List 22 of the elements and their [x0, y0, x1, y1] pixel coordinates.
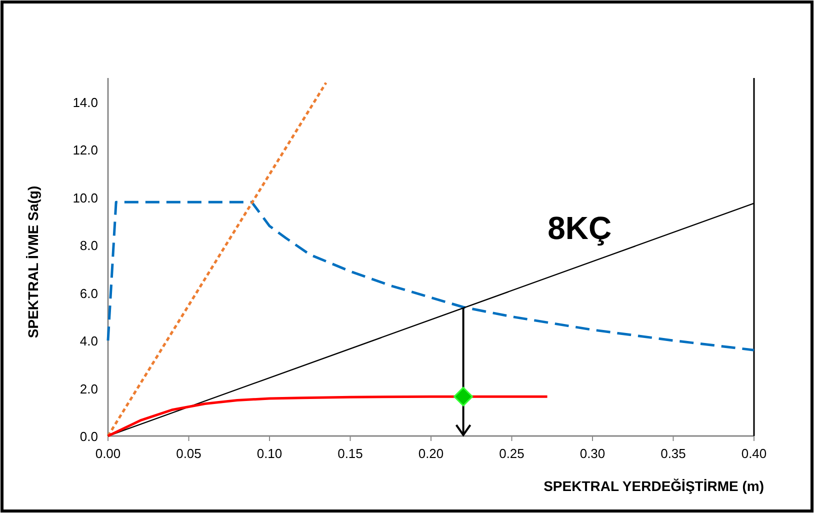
y-axis-title: SPEKTRAL İVME Sa(g): [25, 186, 41, 338]
y-tick-label: 10.0: [72, 190, 98, 206]
y-tick-label: 2.0: [80, 381, 98, 396]
line-series: [106, 200, 756, 352]
y-tick-label: 4.0: [80, 334, 98, 349]
y-tick-label: 8.0: [80, 238, 98, 254]
y-tick-label: 14.0: [72, 94, 98, 110]
x-tick-label: 0.40: [741, 446, 767, 461]
annotation: 8KÇ: [548, 210, 612, 246]
x-tick-label: 0.25: [499, 446, 524, 461]
x-tick-label: 0.00: [95, 446, 121, 461]
y-tick-label: 0.0: [80, 429, 98, 444]
x-tick-label: 0.35: [660, 446, 686, 461]
x-tick-label: 0.15: [338, 446, 363, 461]
x-tick-label: 0.05: [176, 446, 202, 461]
x-tick-label: 0.10: [256, 446, 282, 461]
x-tick-label: 0.20: [418, 446, 444, 461]
x-axis-title: SPEKTRAL YERDEĞİŞTİRME (m): [544, 478, 764, 494]
y-tick-label: 6.0: [80, 286, 98, 301]
line-series: [106, 395, 549, 438]
y-tick-label: 12.0: [72, 142, 98, 158]
x-tick-label: 0.30: [580, 446, 606, 461]
